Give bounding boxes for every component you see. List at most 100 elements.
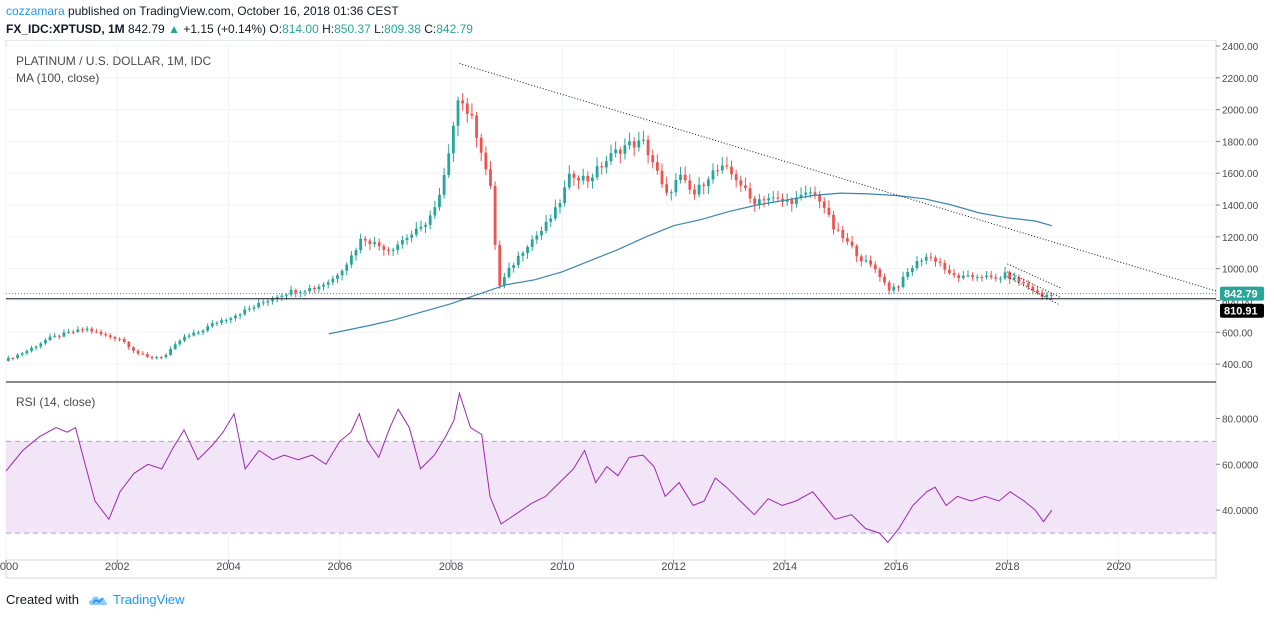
candle-down [1036,290,1039,293]
candle-up [20,353,24,355]
candle-down [716,170,720,172]
candle-up [966,275,970,277]
last-price: 842.79 [128,22,165,36]
candle-up [892,286,896,291]
candle-up [183,336,186,341]
candle-up [864,260,868,262]
falling-channel[interactable] [1007,263,1061,306]
candle-up [428,215,432,225]
candle-up [567,173,571,188]
candle-down [646,139,650,156]
ma-legend: MA (100, close) [16,71,99,85]
created-with-text: Created with [6,592,79,607]
candle-up [396,244,400,250]
candle-down [118,338,121,340]
footer: Created with TradingView [6,592,185,607]
candle-up [924,256,928,261]
time-tick-label: 2016 [884,561,908,573]
candle-up [164,354,168,358]
candle-up [391,249,395,251]
candle-up [447,153,451,176]
author-link[interactable]: cozzamara [6,4,65,18]
close-label: C: [424,22,437,36]
candle-up [275,296,279,299]
candle-up [558,203,562,208]
candle-up [920,260,924,262]
candle-up [591,177,594,182]
candle-up [308,288,312,292]
rsi-line [5,391,1053,543]
candle-up [424,224,427,227]
open-value: 814.00 [282,22,319,36]
time-axis[interactable]: 2000 2002 2004 2006 2008 2010 2012 2014 2016 2018… [0,559,1216,573]
candle-down [150,356,154,358]
candle-up [44,340,47,344]
candle-down [832,214,835,230]
candle-up [201,330,205,333]
time-tick-label: 2002 [105,561,129,573]
candle-down [948,269,951,274]
candle-down [632,141,636,148]
candle-down [1022,282,1025,284]
candle-up [502,277,506,286]
candle-down [762,199,766,201]
low-label: L: [374,22,385,36]
candle-down [790,199,794,204]
candle-down [683,174,687,181]
candle-up [628,141,631,146]
ma100-line [328,192,1053,335]
candle-up [266,301,270,303]
candle-up [76,329,80,332]
candle-down [887,282,891,291]
candle-up [39,343,43,347]
candle-up [799,194,803,198]
price-axis[interactable]: 2400.00 2200.00 2000.00 1800.00 1600.00 1400.… [1216,42,1259,371]
price-chart[interactable]: 2400.00 2200.00 2000.00 1800.00 1600.00 1400.… [0,40,1274,586]
candle-down [702,184,706,187]
candle-up [419,226,423,229]
candle-up [173,344,177,350]
change-up-icon: ▲ [168,22,180,36]
candle-down [1031,286,1035,291]
candle-up [516,255,520,266]
candle-up [405,237,409,241]
published-text: published on TradingView.com, October 16… [68,4,399,18]
candle-up [433,207,437,216]
candle-up [229,318,233,320]
candle-down [846,238,849,242]
time-tick-label: 2006 [328,561,352,573]
candle-up [697,184,701,195]
candle-down [971,275,974,278]
candle-up [248,308,251,310]
candle-up [581,175,585,181]
tradingview-link[interactable]: TradingView [87,592,185,607]
candle-down [363,238,367,241]
candle-down [461,100,465,104]
time-tick-label: 2004 [216,561,240,573]
candle-down [1026,283,1030,287]
channel-line [1007,271,1061,298]
candle-down [1040,292,1044,297]
candle-up [410,234,414,238]
candle-up [623,145,627,154]
rsi-axis[interactable]: 80.0000 60.0000 40.0000 [1216,414,1259,517]
candle-down [730,166,733,175]
candle-up [289,289,293,295]
candle-down [136,350,140,354]
candle-down [994,277,998,279]
candle-down [122,339,126,342]
candle-up [336,275,339,279]
candle-down [1050,294,1053,296]
candle-up [34,346,38,348]
candle-down [475,115,478,138]
candle-down [159,357,163,359]
candle-up [530,239,534,247]
candle-up [910,268,914,272]
candle-down [822,201,826,208]
channel-line [1007,263,1061,289]
time-tick-label: 2018 [995,561,1019,573]
symbol-line: FX_IDC:XPTUSD, 1M 842.79 ▲ +1.15 (+0.14%… [6,22,473,36]
price-tick-label: 800.00 [1222,296,1253,307]
candle-up [706,179,710,187]
candle-up [178,340,182,345]
